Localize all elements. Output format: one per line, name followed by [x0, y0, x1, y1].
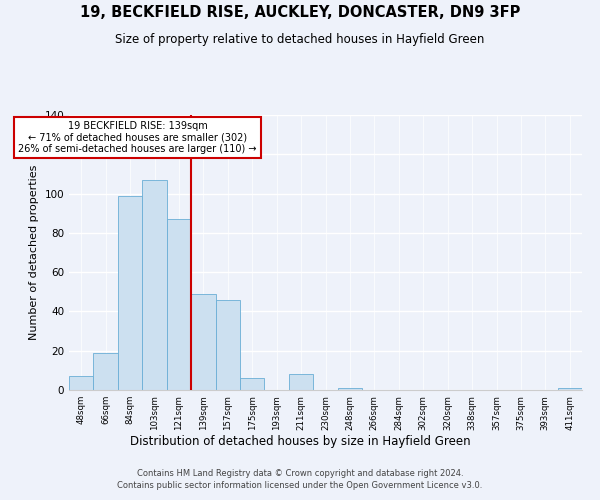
- Bar: [167, 219, 191, 390]
- Bar: [289, 374, 313, 390]
- Text: Size of property relative to detached houses in Hayfield Green: Size of property relative to detached ho…: [115, 32, 485, 46]
- Text: Distribution of detached houses by size in Hayfield Green: Distribution of detached houses by size …: [130, 435, 470, 448]
- Bar: [240, 378, 265, 390]
- Bar: [142, 180, 167, 390]
- Bar: [557, 388, 582, 390]
- Bar: [94, 352, 118, 390]
- Bar: [215, 300, 240, 390]
- Bar: [191, 294, 215, 390]
- Bar: [118, 196, 142, 390]
- Bar: [338, 388, 362, 390]
- Bar: [69, 376, 94, 390]
- Text: 19 BECKFIELD RISE: 139sqm
← 71% of detached houses are smaller (302)
26% of semi: 19 BECKFIELD RISE: 139sqm ← 71% of detac…: [18, 121, 257, 154]
- Y-axis label: Number of detached properties: Number of detached properties: [29, 165, 39, 340]
- Text: 19, BECKFIELD RISE, AUCKLEY, DONCASTER, DN9 3FP: 19, BECKFIELD RISE, AUCKLEY, DONCASTER, …: [80, 5, 520, 20]
- Text: Contains HM Land Registry data © Crown copyright and database right 2024.
Contai: Contains HM Land Registry data © Crown c…: [118, 468, 482, 490]
